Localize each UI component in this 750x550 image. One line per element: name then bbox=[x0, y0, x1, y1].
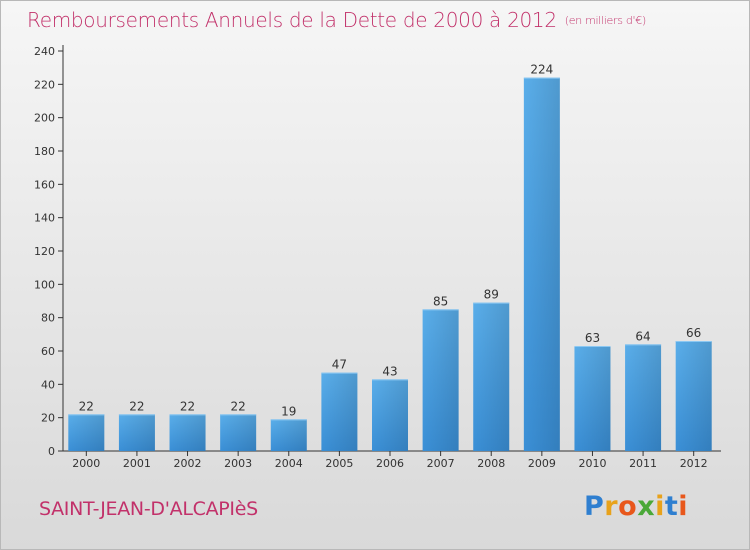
bar-shade bbox=[68, 414, 105, 451]
bar-shade bbox=[473, 302, 510, 451]
logo-letter: o bbox=[618, 491, 638, 522]
x-tick-label: 2007 bbox=[427, 457, 455, 470]
logo-letter: P bbox=[584, 491, 605, 522]
y-tick-label: 200 bbox=[34, 112, 55, 125]
bar-shade bbox=[169, 414, 206, 451]
bar-value-label: 22 bbox=[180, 399, 195, 413]
x-tick-label: 2010 bbox=[578, 457, 606, 470]
bar-value-label: 43 bbox=[382, 364, 397, 378]
y-tick-label: 100 bbox=[34, 278, 55, 291]
bar-shade bbox=[675, 341, 712, 451]
x-tick-label: 2003 bbox=[224, 457, 252, 470]
chart-title: Remboursements Annuels de la Dette de 20… bbox=[27, 8, 646, 32]
bar-value-label: 22 bbox=[129, 399, 144, 413]
bar-shade bbox=[321, 372, 358, 451]
logo-letter: x bbox=[637, 491, 656, 522]
x-tick-label: 2001 bbox=[123, 457, 151, 470]
y-tick-label: 140 bbox=[34, 212, 55, 225]
bar-value-label: 66 bbox=[686, 326, 701, 340]
y-tick-label: 240 bbox=[34, 45, 55, 58]
bar-shade bbox=[270, 419, 307, 451]
x-tick-label: 2002 bbox=[174, 457, 202, 470]
proxiti-logo: Proxiti bbox=[584, 491, 688, 522]
x-tick-label: 2012 bbox=[680, 457, 708, 470]
bar-value-label: 19 bbox=[281, 404, 296, 418]
x-tick-label: 2008 bbox=[477, 457, 505, 470]
bar-shade bbox=[118, 414, 155, 451]
x-tick-label: 2005 bbox=[325, 457, 353, 470]
bar-shade bbox=[574, 346, 611, 451]
x-tick-label: 2006 bbox=[376, 457, 404, 470]
logo-letter: t bbox=[664, 491, 679, 522]
bar-value-label: 85 bbox=[433, 294, 448, 308]
bar-value-label: 89 bbox=[484, 288, 499, 302]
logo-letter: i bbox=[655, 491, 665, 522]
bar-value-label: 22 bbox=[231, 399, 246, 413]
x-tick-label: 2000 bbox=[72, 457, 100, 470]
logo-letter: r bbox=[604, 491, 619, 522]
y-tick-label: 0 bbox=[48, 445, 55, 458]
y-tick-label: 60 bbox=[41, 345, 55, 358]
chart-title-text: Remboursements Annuels de la Dette de 20… bbox=[27, 8, 557, 32]
bar-chart: 0 20 40 60 80 100 120 140 160 180 200 220 240 22 2000 2… bbox=[34, 45, 721, 470]
bar-value-label: 22 bbox=[79, 399, 94, 413]
y-tick-label: 120 bbox=[34, 245, 55, 258]
y-tick-label: 180 bbox=[34, 145, 55, 158]
bar-shade bbox=[523, 77, 560, 452]
y-tick-label: 20 bbox=[41, 412, 55, 425]
bar-shade bbox=[372, 379, 408, 451]
bar-value-label: 224 bbox=[530, 63, 553, 77]
bar-shade bbox=[625, 344, 662, 451]
y-tick-label: 80 bbox=[41, 312, 55, 325]
chart-subtitle: (en milliers d'€) bbox=[564, 14, 646, 27]
bar-value-label: 47 bbox=[332, 358, 347, 372]
bar-shade bbox=[220, 414, 257, 451]
x-tick-label: 2009 bbox=[528, 457, 556, 470]
bar-value-label: 64 bbox=[635, 329, 650, 343]
y-tick-label: 220 bbox=[34, 78, 55, 91]
bar-shade bbox=[422, 309, 459, 451]
logo-letter: i bbox=[678, 491, 689, 522]
bar-value-label: 63 bbox=[585, 331, 600, 345]
y-tick-label: 40 bbox=[41, 378, 55, 391]
y-tick-label: 160 bbox=[34, 178, 55, 191]
place-name: SAINT-JEAN-D'ALCAPIèS bbox=[39, 498, 258, 520]
x-tick-label: 2011 bbox=[629, 457, 657, 470]
x-tick-label: 2004 bbox=[275, 457, 303, 470]
